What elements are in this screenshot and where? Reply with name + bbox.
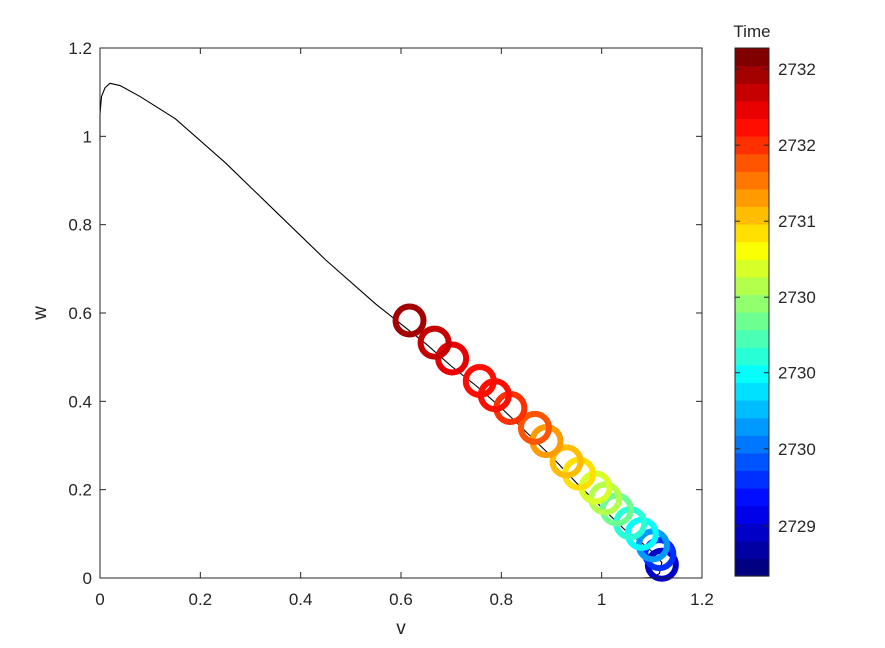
colorbar-segment xyxy=(735,347,769,366)
colorbar-segment xyxy=(735,48,769,67)
colorbar-segment xyxy=(735,540,769,559)
time-marker xyxy=(417,325,452,360)
y-tick-label: 1.2 xyxy=(68,39,92,58)
colorbar-tick-label: 2732 xyxy=(778,136,816,155)
colorbar-segment xyxy=(735,294,769,313)
colorbar-segment xyxy=(735,241,769,260)
x-tick-label: 0.4 xyxy=(289,590,313,609)
y-tick-label: 0.2 xyxy=(68,481,92,500)
ticks-layer: 0 0.2 0.4 0.6 0.8 1 1.2 0 0.2 0.4 0.6 0.8 1 1.2 xyxy=(68,39,713,609)
colorbar-segment xyxy=(735,224,769,243)
colorbar-tick-label: 2731 xyxy=(778,212,816,231)
colorbar-tick-label: 2729 xyxy=(778,517,816,536)
colorbar-segment xyxy=(735,206,769,225)
time-marker xyxy=(517,410,552,445)
colorbar-segment xyxy=(735,523,769,542)
y-tick-label: 1 xyxy=(83,127,92,146)
colorbar-segment xyxy=(735,153,769,172)
colorbar-segment xyxy=(735,329,769,348)
x-tick-label: 0.8 xyxy=(490,590,514,609)
colorbar-segment xyxy=(735,470,769,489)
colorbar-segment xyxy=(735,382,769,401)
colorbar-segment xyxy=(735,488,769,507)
y-tick-label: 0.6 xyxy=(68,304,92,323)
colorbar-segment xyxy=(735,558,769,577)
y-axis-label: w xyxy=(30,306,51,321)
colorbar-segment xyxy=(735,364,769,383)
colorbar-segment xyxy=(735,171,769,190)
time-marker xyxy=(462,364,497,399)
time-marker xyxy=(549,444,584,479)
colorbar-segment xyxy=(735,417,769,436)
colorbar-segment xyxy=(735,452,769,471)
colorbar: 2729 2730 2730 2730 2731 2732 2732 xyxy=(734,47,816,577)
colorbar-title: Time xyxy=(733,22,770,41)
colorbar-frame xyxy=(734,47,770,577)
x-axis-label: v xyxy=(396,618,406,639)
colorbar-segment xyxy=(735,188,769,207)
colorbar-tick-label: 2732 xyxy=(778,60,816,79)
colorbar-tick-label: 2730 xyxy=(778,440,816,459)
markers-layer xyxy=(392,303,679,582)
colorbar-segment xyxy=(735,136,769,155)
colorbar-segment xyxy=(735,118,769,137)
x-tick-label: 1 xyxy=(597,590,606,609)
y-tick-label: 0 xyxy=(83,569,92,588)
colorbar-segment xyxy=(735,505,769,524)
colorbar-segment xyxy=(735,276,769,295)
colorbar-segment xyxy=(735,435,769,454)
x-tick-label: 0 xyxy=(95,590,104,609)
colorbar-tick-label: 2730 xyxy=(778,364,816,383)
y-tick-label: 0.4 xyxy=(68,392,92,411)
x-tick-label: 0.2 xyxy=(189,590,213,609)
x-tick-label: 1.2 xyxy=(690,590,714,609)
colorbar-tick-label: 2730 xyxy=(778,288,816,307)
x-tick-label: 0.6 xyxy=(389,590,413,609)
time-marker xyxy=(392,303,427,338)
colorbar-segment xyxy=(735,83,769,102)
colorbar-segment xyxy=(735,65,769,84)
colorbar-segment xyxy=(735,259,769,278)
colorbar-segment xyxy=(735,312,769,331)
y-tick-label: 0.8 xyxy=(68,216,92,235)
colorbar-segment xyxy=(735,400,769,419)
colorbar-segment xyxy=(735,100,769,119)
